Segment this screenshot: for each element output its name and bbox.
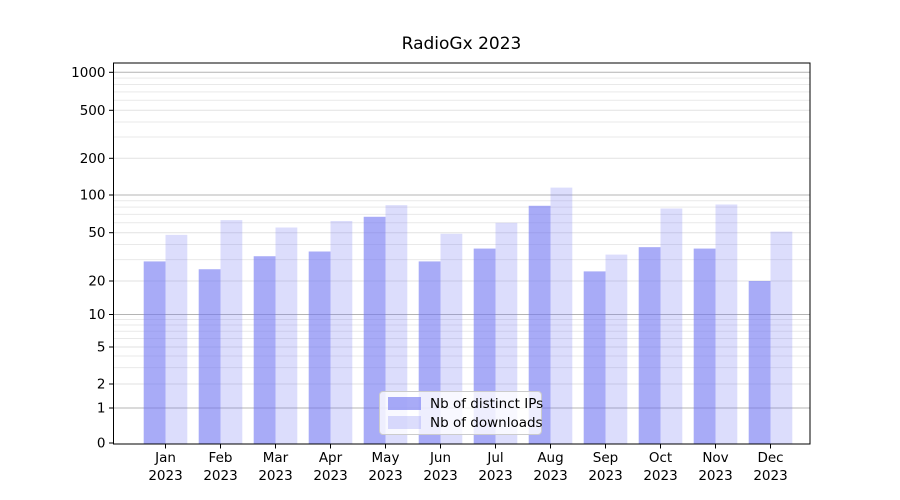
- bar-distinct-ips: [363, 216, 386, 444]
- bar-distinct-ips: [143, 261, 166, 444]
- x-tick-label-year: 2023: [753, 468, 787, 484]
- bar-distinct-ips: [198, 269, 221, 444]
- bar-downloads: [330, 221, 353, 444]
- legend-label-downloads: Nb of downloads: [430, 414, 543, 431]
- legend-entry-downloads: Nb of downloads: [388, 415, 543, 431]
- y-tick-label: 100: [80, 188, 106, 204]
- legend-swatch-downloads: [388, 416, 421, 429]
- bar-downloads: [385, 205, 408, 444]
- x-tick-label-year: 2023: [313, 468, 347, 484]
- y-tick-label: 0: [97, 436, 106, 452]
- x-tick-label-month: Jun: [429, 450, 451, 466]
- y-tick-label: 10: [88, 307, 105, 323]
- y-tick-label: 500: [80, 103, 106, 119]
- y-tick-label: 20: [88, 274, 105, 290]
- bar-distinct-ips: [308, 251, 331, 444]
- bar-downloads: [495, 222, 518, 444]
- y-tick-label: 5: [97, 340, 106, 356]
- y-tick-label: 1000: [71, 65, 105, 81]
- bar-distinct-ips: [253, 256, 276, 444]
- x-tick-label-year: 2023: [643, 468, 677, 484]
- bar-downloads: [220, 220, 243, 444]
- bar-distinct-ips: [528, 205, 551, 444]
- x-tick-label-year: 2023: [368, 468, 402, 484]
- x-tick-label-year: 2023: [203, 468, 237, 484]
- bar-downloads: [660, 208, 683, 444]
- x-tick-label-month: Sep: [593, 450, 618, 466]
- legend: Nb of distinct IPs Nb of downloads: [379, 391, 543, 435]
- bar-distinct-ips: [583, 271, 606, 444]
- x-tick-label-month: Oct: [649, 450, 672, 466]
- x-tick-label-month: Dec: [757, 450, 783, 466]
- y-tick-label: 200: [80, 151, 106, 167]
- y-tick-label: 50: [88, 225, 105, 241]
- bar-downloads: [550, 187, 573, 444]
- x-tick-label-month: Mar: [263, 450, 289, 466]
- bar-distinct-ips: [638, 247, 661, 444]
- x-tick-label-month: Apr: [319, 450, 343, 466]
- x-tick-label-month: Feb: [209, 450, 233, 466]
- x-tick-label-year: 2023: [698, 468, 732, 484]
- x-tick-label-year: 2023: [533, 468, 567, 484]
- x-tick-label-year: 2023: [423, 468, 457, 484]
- x-tick-label-year: 2023: [588, 468, 622, 484]
- bar-downloads: [770, 231, 793, 444]
- bar-distinct-ips: [748, 281, 771, 444]
- bar-downloads: [165, 234, 188, 444]
- axes-spines: [113, 62, 811, 445]
- bar-distinct-ips: [693, 248, 716, 444]
- x-tick-label-year: 2023: [148, 468, 182, 484]
- chart-title: RadioGx 2023: [401, 34, 522, 54]
- x-tick-label-year: 2023: [478, 468, 512, 484]
- x-tick-label-month: Nov: [702, 450, 728, 466]
- x-tick-label-month: Jul: [486, 450, 503, 466]
- bar-downloads: [605, 254, 628, 444]
- x-tick-label-month: May: [372, 450, 400, 466]
- y-tick-label: 2: [97, 377, 106, 393]
- x-tick-label-month: Aug: [537, 450, 563, 466]
- x-tick-label-year: 2023: [258, 468, 292, 484]
- legend-swatch-distinct-ips: [388, 397, 421, 410]
- bar-downloads: [275, 227, 298, 444]
- legend-entry-distinct-ips: Nb of distinct IPs: [388, 396, 543, 412]
- legend-label-distinct-ips: Nb of distinct IPs: [430, 395, 544, 412]
- x-tick-label-month: Jan: [154, 450, 176, 466]
- bar-downloads: [715, 204, 738, 444]
- y-tick-label: 1: [97, 401, 106, 417]
